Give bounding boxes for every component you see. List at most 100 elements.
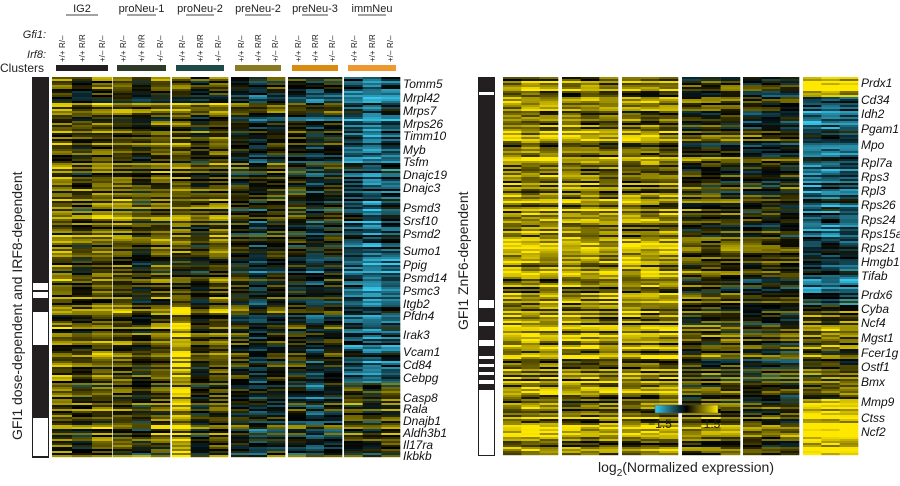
heatmap-cell (151, 195, 171, 198)
heatmap-cell (52, 155, 73, 158)
heatmap-cell (52, 367, 73, 370)
heatmap-cell (622, 201, 641, 204)
heatmap-cell (72, 117, 93, 120)
heatmap-cell (72, 243, 93, 246)
heatmap-cell (151, 247, 171, 250)
heatmap-cell (381, 299, 401, 302)
heatmap-cell (362, 263, 382, 266)
heatmap-cell (324, 441, 343, 444)
heatmap-cell (640, 159, 660, 162)
heatmap-cell (362, 443, 382, 446)
heatmap-cell (113, 89, 133, 92)
heatmap-cell (172, 267, 191, 270)
heatmap-cell (52, 101, 73, 104)
heatmap-cell (249, 321, 268, 324)
heatmap-cell (720, 83, 741, 86)
heatmap-cell (640, 199, 660, 202)
irf8-genotype: +/– (271, 50, 280, 62)
heatmap-cell (172, 91, 191, 94)
heatmap-cell (151, 399, 171, 402)
heatmap-cell (324, 315, 343, 318)
heatmap-cell (521, 151, 540, 154)
heatmap-cell (113, 195, 133, 198)
heatmap-cell (267, 405, 286, 408)
heatmap-cell (821, 219, 840, 222)
heatmap-cell (172, 209, 191, 212)
heatmap-cell (288, 373, 307, 376)
heatmap-cell (113, 361, 133, 364)
heatmap-cell (381, 307, 401, 310)
heatmap-cell (324, 423, 343, 426)
heatmap-cell (231, 401, 250, 404)
heatmap-cell (113, 175, 133, 178)
heatmap-cell (580, 143, 600, 146)
heatmap-cell (52, 267, 73, 270)
heatmap-cell (324, 199, 343, 202)
heatmap-cell (151, 229, 171, 232)
heatmap-cell (132, 235, 152, 238)
heatmap-cell (92, 403, 113, 406)
heatmap-cell (562, 87, 581, 90)
heatmap-cell (52, 413, 73, 416)
heatmap-cell (209, 83, 229, 86)
heatmap-cell (72, 433, 93, 436)
heatmap-cell (344, 393, 363, 396)
gfi1-genotype: R/– (98, 35, 107, 48)
heatmap-cell (132, 295, 152, 298)
heatmap-cell (599, 225, 619, 228)
heatmap-cell (362, 313, 382, 316)
heatmap-cell (288, 347, 307, 350)
heatmap-cell (52, 423, 73, 426)
heatmap-cell (190, 331, 210, 334)
heatmap-cell (803, 197, 822, 200)
heatmap-cell (288, 293, 307, 296)
heatmap-cell (151, 313, 171, 316)
heatmap-cell (761, 235, 781, 238)
heatmap-cell (92, 163, 113, 166)
heatmap-cell (344, 247, 363, 250)
heatmap-cell (720, 243, 741, 246)
heatmap-cell (267, 337, 286, 340)
heatmap-cell (720, 211, 741, 214)
heatmap-cell (839, 171, 859, 174)
heatmap-cell (344, 333, 363, 336)
heatmap-cell (209, 267, 229, 270)
heatmap-cell (344, 261, 363, 264)
heatmap-cell (72, 349, 93, 352)
heatmap-cell (659, 221, 679, 224)
heatmap-cell (231, 355, 250, 358)
heatmap-cell (344, 453, 363, 456)
heatmap-cell (701, 139, 721, 142)
heatmap-cell (803, 189, 822, 192)
heatmap-cell (381, 139, 401, 142)
heatmap-cell (503, 245, 522, 248)
heatmap-cell (190, 91, 210, 94)
heatmap-cell (72, 419, 93, 422)
heatmap-cell (72, 331, 93, 334)
heatmap-cell (362, 233, 382, 236)
heatmap-cell (306, 391, 325, 394)
heatmap-cell (701, 121, 721, 124)
heatmap-cell (821, 153, 840, 156)
heatmap-cell (209, 371, 229, 374)
heatmap-cell (503, 189, 522, 192)
heatmap-cell (659, 131, 679, 134)
heatmap-cell (324, 137, 343, 140)
heatmap-cell (288, 159, 307, 162)
heatmap-cell (172, 159, 191, 162)
heatmap-cell (362, 417, 382, 420)
heatmap-cell (249, 205, 268, 208)
heatmap-cell (151, 303, 171, 306)
heatmap-cell (132, 83, 152, 86)
heatmap-cell (209, 367, 229, 370)
heatmap-cell (839, 99, 859, 102)
heatmap-cell (622, 225, 641, 228)
heatmap-cell (172, 421, 191, 424)
heatmap-cell (381, 327, 401, 330)
heatmap-cell (288, 405, 307, 408)
heatmap-cell (306, 435, 325, 438)
heatmap-cell (381, 185, 401, 188)
heatmap-cell (231, 409, 250, 412)
heatmap-cell (306, 367, 325, 370)
heatmap-cell (92, 303, 113, 306)
